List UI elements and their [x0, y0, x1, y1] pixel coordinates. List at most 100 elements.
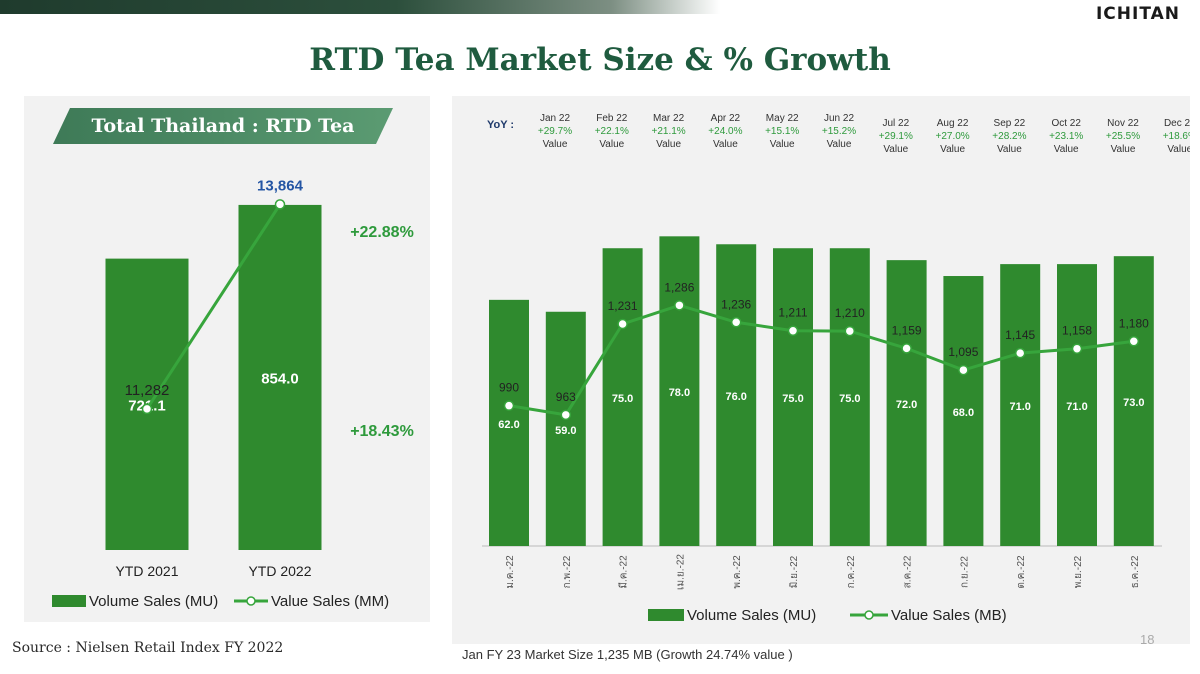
monthly-category-label: พ.ค.-22 [732, 555, 743, 589]
monthly-volume-label: 76.0 [725, 391, 746, 403]
yoy-metric-label: Value [599, 139, 624, 150]
yoy-metric-label: Value [827, 139, 852, 150]
yoy-month-label: May 22 [766, 113, 799, 124]
monthly-volume-bar [659, 236, 700, 547]
yoy-metric-label: Value [543, 139, 568, 150]
monthly-volume-bar [829, 248, 870, 546]
yoy-month-label: Nov 22 [1107, 118, 1139, 129]
monthly-value-point [1128, 336, 1140, 347]
monthly-volume-label: 75.0 [782, 393, 803, 405]
monthly-volume-bar [1113, 256, 1154, 546]
monthly-value-point [503, 400, 515, 411]
monthly-value-point [958, 364, 969, 376]
monthly-value-label: 963 [556, 390, 576, 404]
legend-value-marker [864, 610, 874, 620]
monthly-value-label: 1,159 [892, 323, 922, 337]
monthly-volume-bar [545, 311, 586, 546]
yoy-growth-label: +18.6% [1163, 131, 1190, 142]
legend-volume-label: Volume Sales (MU) [89, 593, 218, 610]
monthly-category-label: ส.ค.-22 [903, 555, 914, 588]
yoy-growth-label: +15.2% [822, 126, 856, 137]
yoy-growth-label: +15.1% [765, 126, 799, 137]
monthly-value-point [674, 300, 685, 311]
ytd-value-label: 13,864 [257, 177, 304, 194]
monthly-value-label: 1,158 [1062, 324, 1092, 338]
monthly-category-label: ต.ค.-22 [1016, 555, 1027, 589]
monthly-volume-bar [1000, 264, 1041, 546]
yoy-month-label: Apr 22 [711, 113, 741, 124]
monthly-category-label: พ.ย.-22 [1073, 555, 1084, 588]
monthly-chart: YoY : Jan 22 +29.7% Value Feb 22 +22.1% Value M… [482, 113, 1197, 624]
left-chart-panel: Total Thailand : RTD Tea 721.1YTD 202185… [24, 96, 430, 622]
ytd-value-label: 11,282 [125, 382, 170, 399]
monthly-value-label: 1,145 [1005, 328, 1035, 342]
yoy-growth-label: +29.1% [879, 131, 913, 142]
monthly-category-label: ก.พ.-22 [562, 555, 573, 588]
yoy-growth-label: +27.0% [935, 131, 969, 142]
ytd-category-label: YTD 2022 [248, 563, 311, 579]
yoy-metric-label: Value [940, 144, 965, 155]
monthly-value-point [730, 317, 742, 328]
yoy-metric-label: Value [1111, 144, 1136, 155]
yoy-growth-label: +28.2% [992, 131, 1026, 142]
monthly-category-label: ม.ค.-22 [505, 555, 516, 589]
monthly-volume-label: 78.0 [669, 387, 690, 399]
ytd-category-label: YTD 2021 [115, 563, 178, 579]
yoy-month-label: Sep 22 [994, 118, 1026, 129]
yoy-month-label: Jun 22 [824, 113, 854, 124]
monthly-volume-label: 75.0 [612, 393, 633, 405]
yoy-growth-label: +21.1% [651, 126, 685, 137]
monthly-volume-label: 75.0 [839, 393, 860, 405]
ytd-volume-bar [238, 204, 322, 550]
monthly-volume-label: 72.0 [896, 399, 917, 411]
monthly-value-point [1014, 347, 1026, 359]
legend-value-marker [246, 596, 256, 606]
monthly-value-label: 1,180 [1119, 316, 1149, 330]
monthly-value-label: 1,286 [664, 280, 694, 294]
monthly-value-line [508, 303, 1134, 417]
monthly-volume-bar [602, 248, 643, 546]
legend-value-label: Value Sales (MB) [891, 607, 1007, 624]
yoy-month-label: Jan 22 [540, 113, 570, 124]
monthly-volume-label: 73.0 [1123, 397, 1144, 409]
monthly-value-point [1071, 343, 1083, 354]
yoy-growth-label: +24.0% [708, 126, 742, 137]
monthly-volume-label: 71.0 [1009, 401, 1030, 413]
yoy-metric-label: Value [770, 139, 795, 150]
page-title: RTD Tea Market Size & % Growth [309, 42, 891, 78]
yoy-month-label: Mar 22 [653, 113, 685, 124]
left-chart-banner: Total Thailand : RTD Tea [53, 108, 393, 144]
value-growth-label: +22.88% [350, 224, 414, 241]
ytd-value-line [145, 203, 282, 410]
monthly-category-label: ก.ย.-22 [959, 556, 970, 588]
yoy-growth-label: +29.7% [538, 126, 572, 137]
yoy-metric-label: Value [1054, 144, 1079, 155]
monthly-value-point [901, 343, 912, 354]
monthly-volume-bar [886, 260, 927, 546]
yoy-growth-label: +25.5% [1106, 131, 1140, 142]
monthly-category-label: ธ.ค.-22 [1130, 555, 1141, 588]
yoy-metric-label: Value [997, 144, 1022, 155]
monthly-value-point [617, 318, 628, 330]
yoy-growth-label: +23.1% [1049, 131, 1083, 142]
monthly-category-label: ก.ค.-22 [846, 555, 857, 588]
monthly-category-label: เม.ย.-22 [675, 554, 686, 590]
brand-logo: ICHITAN [1095, 4, 1180, 24]
yoy-month-label: Dec 22 [1164, 118, 1190, 129]
monthly-value-label: 1,210 [835, 306, 865, 320]
monthly-volume-label: 68.0 [953, 407, 974, 419]
monthly-value-point [787, 325, 799, 336]
legend-volume-swatch [648, 609, 684, 621]
monthly-value-label: 1,236 [721, 297, 751, 311]
yoy-metric-label: Value [883, 144, 908, 155]
page-number: 18 [1140, 632, 1155, 647]
yoy-month-label: Feb 22 [596, 113, 628, 124]
monthly-volume-bar [773, 248, 813, 546]
monthly-category-label: มี.ค.-22 [618, 555, 630, 589]
monthly-value-label: 1,211 [778, 306, 807, 320]
legend-value-label: Value Sales (MM) [271, 593, 389, 610]
monthly-volume-label: 62.0 [498, 419, 519, 431]
header-stripe [0, 0, 720, 14]
monthly-value-label: 1,095 [948, 345, 978, 359]
legend-volume-label: Volume Sales (MU) [687, 607, 816, 624]
